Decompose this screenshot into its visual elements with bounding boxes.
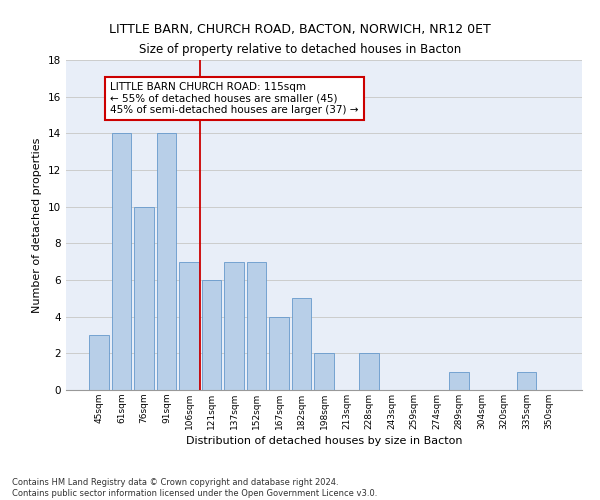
Text: Size of property relative to detached houses in Bacton: Size of property relative to detached ho… (139, 42, 461, 56)
Bar (517, 372, 536, 390)
Text: LITTLE BARN, CHURCH ROAD, BACTON, NORWICH, NR12 0ET: LITTLE BARN, CHURCH ROAD, BACTON, NORWIC… (109, 22, 491, 36)
Bar (292, 298, 311, 390)
Bar (247, 262, 266, 390)
Bar (224, 262, 244, 390)
Y-axis label: Number of detached properties: Number of detached properties (32, 138, 43, 312)
Bar (112, 134, 131, 390)
Bar (179, 262, 199, 390)
Text: Contains HM Land Registry data © Crown copyright and database right 2024.
Contai: Contains HM Land Registry data © Crown c… (12, 478, 377, 498)
Bar (89, 335, 109, 390)
Bar (449, 372, 469, 390)
Bar (269, 316, 289, 390)
X-axis label: Distribution of detached houses by size in Bacton: Distribution of detached houses by size … (186, 436, 462, 446)
Bar (359, 354, 379, 390)
Bar (202, 280, 221, 390)
Bar (157, 134, 176, 390)
Bar (134, 206, 154, 390)
Text: LITTLE BARN CHURCH ROAD: 115sqm
← 55% of detached houses are smaller (45)
45% of: LITTLE BARN CHURCH ROAD: 115sqm ← 55% of… (110, 82, 359, 115)
Bar (314, 354, 334, 390)
